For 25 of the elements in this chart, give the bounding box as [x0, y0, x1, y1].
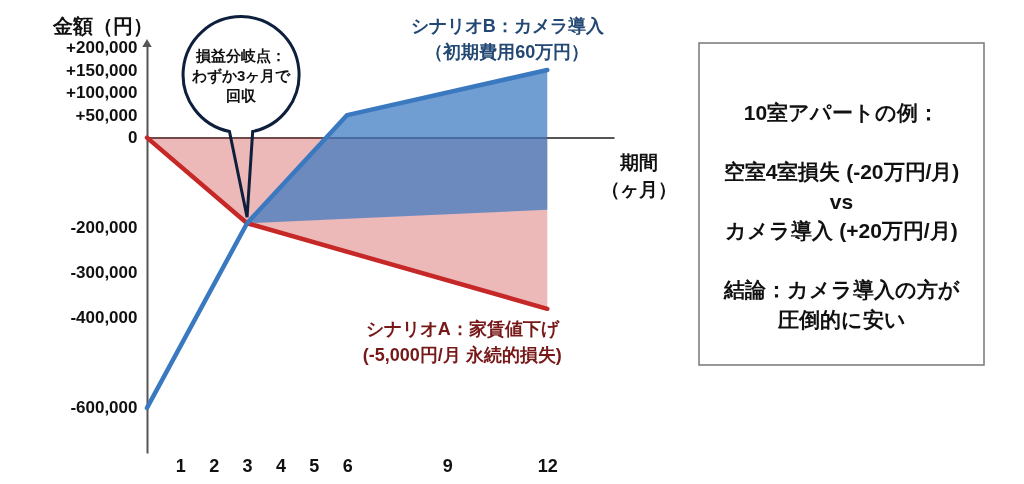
y-tick-label: +200,000	[66, 38, 138, 58]
text: シナリオB：カメラ導入（初期費用60万円）	[410, 16, 605, 63]
text: 結論：カメラ導入の方が圧倒的に安い	[722, 278, 960, 331]
text: 空室4室損失 (-20万円/月) vs カメラ導入 (+20万円/月)	[723, 160, 960, 243]
y-tick-label: -600,000	[70, 398, 138, 418]
y-axis-title: 金額（円）	[51, 14, 153, 37]
x-tick-label: 5	[309, 455, 320, 476]
text: 10室アパートの例：	[743, 101, 940, 125]
x-tick-label: 2	[209, 455, 220, 476]
y-tick-label: -300,000	[70, 263, 138, 283]
y-tick-label: +50,000	[75, 105, 138, 125]
y-tick-label: -400,000	[70, 308, 138, 328]
series-label: シナリオA：家賃値下げ(-5,000円/月 永続的損失)	[362, 318, 562, 365]
x-axis-title: 期間（ヶ月）	[600, 152, 677, 201]
x-tick-label: 3	[242, 455, 253, 476]
y-tick-label: +150,000	[66, 60, 138, 80]
annotation: 損益分岐点：わずか3ヶ月で回収	[190, 46, 292, 104]
x-tick-label: 9	[442, 455, 453, 476]
x-tick-label: 1	[175, 455, 186, 476]
x-tick-label: 12	[537, 455, 558, 476]
y-tick-label: 0	[128, 128, 138, 148]
y-tick-label: +100,000	[66, 83, 138, 103]
x-tick-label: 4	[275, 455, 286, 476]
y-tick-label: -200,000	[70, 218, 138, 238]
x-tick-label: 6	[342, 455, 353, 476]
